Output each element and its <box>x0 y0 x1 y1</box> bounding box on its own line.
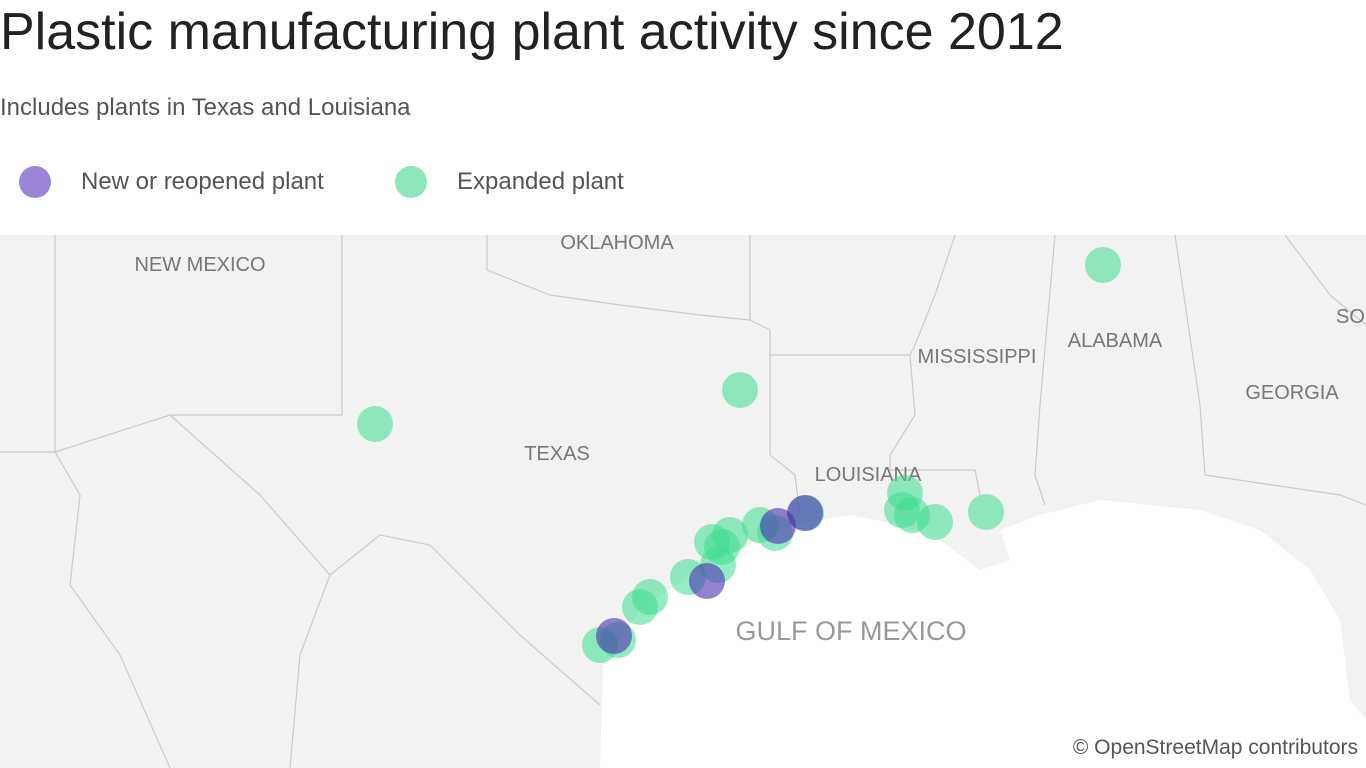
border <box>0 451 171 768</box>
gulf <box>600 500 1366 768</box>
legend-label: New or reopened plant <box>81 168 324 195</box>
border <box>486 235 801 516</box>
state-label: SOU <box>1336 306 1366 328</box>
plant-marker <box>712 517 748 553</box>
title: Plastic manufacturing plant activity sin… <box>0 3 1064 61</box>
plant-marker <box>722 372 758 408</box>
border <box>169 414 601 706</box>
plant-marker <box>760 508 796 544</box>
legend-swatch <box>19 166 51 198</box>
state-label: ALABAMA <box>1068 330 1163 352</box>
state-label: MISSISSIPPI <box>918 346 1037 368</box>
state-label: TEXAS <box>524 443 590 465</box>
plant-marker <box>894 497 930 533</box>
legend-swatch <box>395 166 427 198</box>
attribution: © OpenStreetMap contributors <box>1073 736 1358 759</box>
plant-marker <box>787 495 823 531</box>
border <box>289 574 331 768</box>
plant-marker <box>968 494 1004 530</box>
plant-marker <box>596 618 632 654</box>
border <box>1284 235 1366 326</box>
legend-item: Expanded plant <box>395 166 624 198</box>
border <box>909 235 956 356</box>
map: NEW MEXICO OKLAHOMA TEXAS LOUISIANA MISS… <box>0 235 1366 768</box>
legend-label: Expanded plant <box>457 168 624 195</box>
plant-marker <box>357 406 393 442</box>
subtitle: Includes plants in Texas and Louisiana <box>0 94 411 121</box>
plant-marker <box>622 589 658 625</box>
water-label: GULF OF MEXICO <box>735 616 966 646</box>
plant-marker <box>689 563 725 599</box>
border <box>1034 235 1056 506</box>
state-label: NEW MEXICO <box>134 254 265 276</box>
legend-item: New or reopened plant <box>19 166 324 198</box>
state-label: OKLAHOMA <box>560 235 674 254</box>
state-label: GEORGIA <box>1245 382 1339 404</box>
borders <box>0 235 1366 768</box>
plant-marker <box>1085 247 1121 283</box>
border <box>1174 235 1366 506</box>
plant-markers <box>357 247 1121 663</box>
